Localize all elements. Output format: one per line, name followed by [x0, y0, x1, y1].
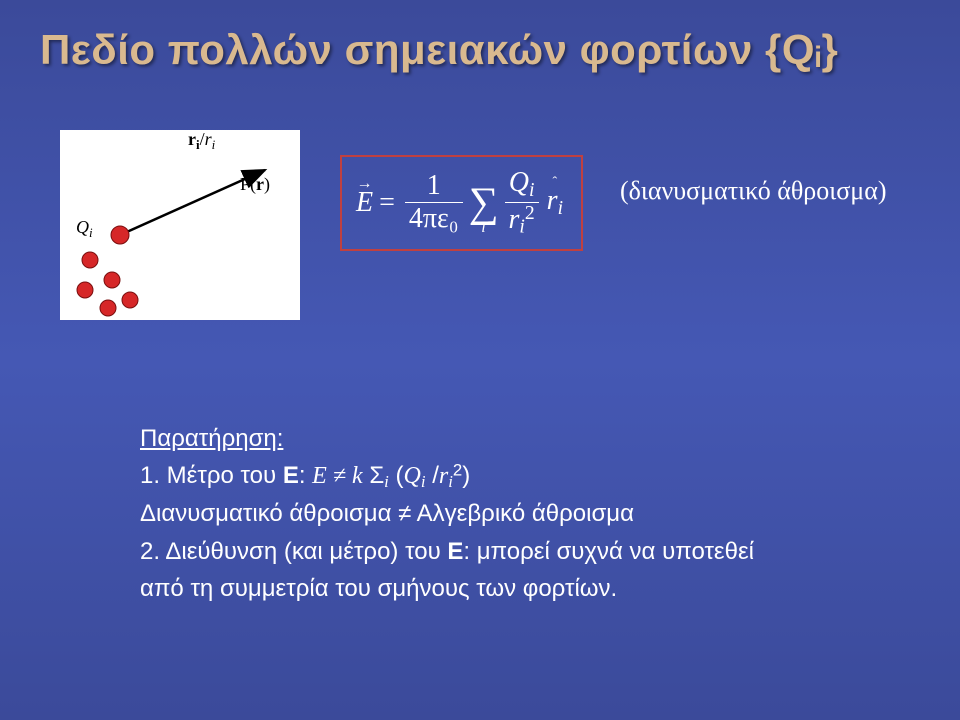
point-1-line1: 1. Μέτρο του E: E ≠ k Σi (Qi /ri2) [140, 457, 900, 495]
qi-label: Qi [76, 217, 93, 240]
charge [100, 300, 116, 316]
ratio-label: ri/ri [188, 130, 216, 152]
sigma: ∑i [469, 182, 499, 224]
point-1-line2: Διανυσματικό άθροισμα ≠ Αλγεβρικό άθροισ… [140, 495, 900, 532]
point-2-line1: 2. Διεύθυνση (και μέτρο) του E: μπορεί σ… [140, 533, 900, 570]
point-2-line2: από τη συμμετρία του σμήνους των φορτίων… [140, 570, 900, 607]
charge-qi [111, 226, 129, 244]
charge [82, 252, 98, 268]
page-title: Πεδίο πολλών σημειακών φορτίων {Qᵢ} [40, 26, 920, 74]
charge [104, 272, 120, 288]
frac-Qi-ri2: Qi ri2 [505, 167, 539, 239]
charge [77, 282, 93, 298]
formula-E: →E [356, 187, 373, 219]
charge [122, 292, 138, 308]
frac-1-4pe0: 1 4πε₀ [405, 170, 463, 235]
note-vector-sum: (διανυσματικό άθροισμα) [620, 176, 887, 206]
observation-block: Παρατήρηση: 1. Μέτρο του E: E ≠ k Σi (Qi… [140, 420, 900, 607]
observation-label: Παρατήρηση: [140, 425, 283, 452]
equals-sign: = [379, 187, 395, 219]
formula-box: →E = 1 4πε₀ ∑i Qi ri2 ˆri [340, 155, 583, 251]
r-hat: ˆri [547, 185, 563, 220]
p-label: P(r) [240, 174, 270, 195]
ri-label: ri [178, 220, 191, 246]
